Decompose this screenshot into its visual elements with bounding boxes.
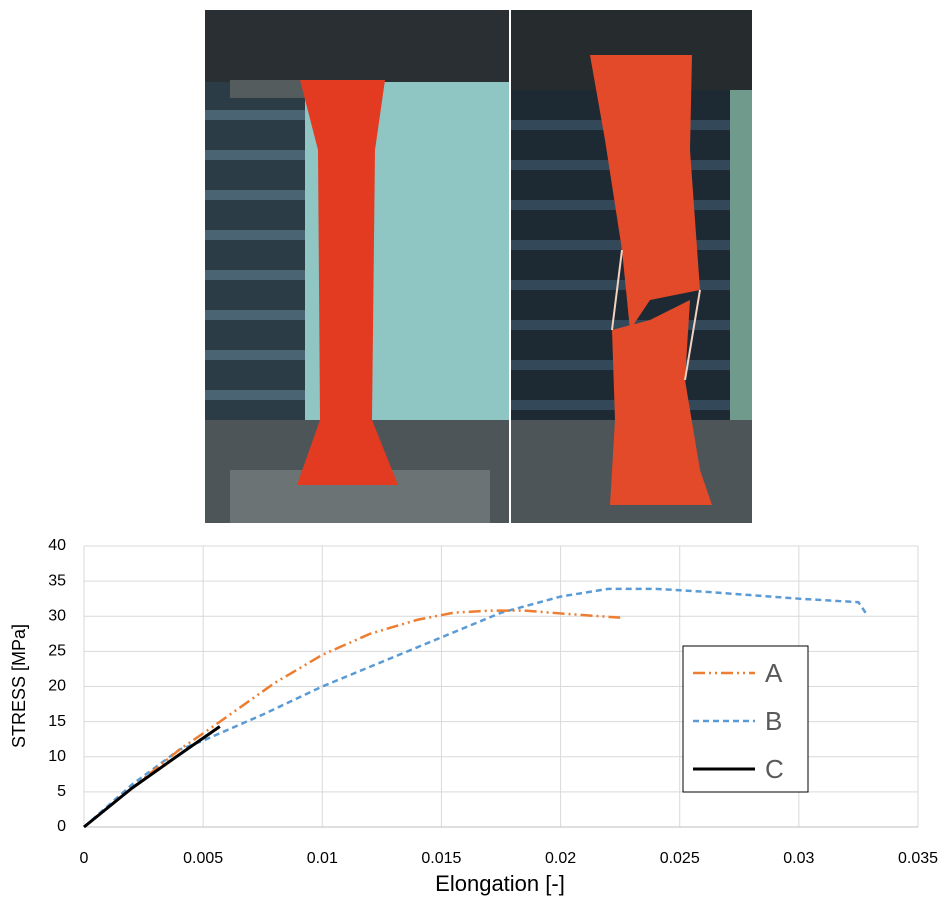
series-line (84, 611, 620, 827)
series-line (84, 727, 220, 827)
page: Elongation [-] STRESS [MPa] 0 5 10 15 20 25 30… (0, 0, 949, 898)
y-tick-label: 35 (48, 572, 66, 589)
y-tick-label: 15 (48, 713, 66, 730)
legend-label: A (765, 658, 783, 688)
y-tick-label: 30 (48, 607, 66, 624)
x-tick-label: 0.025 (660, 850, 700, 867)
y-tick-label: 10 (48, 748, 66, 765)
x-tick-label: 0.015 (421, 850, 461, 867)
y-tick-label: 0 (57, 818, 66, 835)
chart: Elongation [-] STRESS [MPa] (9, 624, 565, 896)
y-tick-label: 5 (57, 783, 66, 800)
x-axis-title: Elongation [-] (435, 871, 565, 896)
x-tick-label: 0 (80, 850, 89, 867)
y-tick-label: 40 (48, 537, 66, 554)
y-tick-label: 20 (48, 678, 66, 695)
y-axis-title: STRESS [MPa] (9, 624, 29, 748)
x-tick-label: 0.03 (783, 850, 814, 867)
legend-label: C (765, 754, 784, 784)
legend-label: B (765, 706, 782, 736)
x-tick-label: 0.005 (183, 850, 223, 867)
x-tick-label: 0.02 (545, 850, 576, 867)
x-tick-label: 0.035 (898, 850, 938, 867)
photo (205, 10, 752, 523)
x-tick-label: 0.01 (307, 850, 338, 867)
y-tick-label: 25 (48, 643, 66, 660)
